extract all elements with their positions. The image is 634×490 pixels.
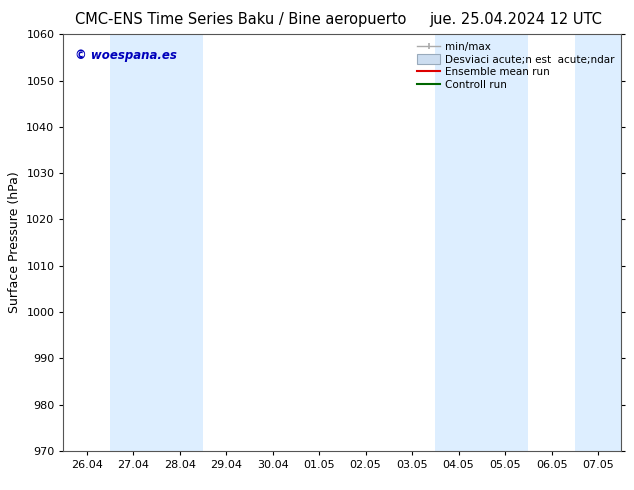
Bar bbox=[110, 34, 203, 451]
Text: © woespana.es: © woespana.es bbox=[75, 49, 176, 62]
Bar bbox=[575, 34, 621, 451]
Text: jue. 25.04.2024 12 UTC: jue. 25.04.2024 12 UTC bbox=[429, 12, 602, 27]
Legend: min/max, Desviaci acute;n est  acute;ndar, Ensemble mean run, Controll run: min/max, Desviaci acute;n est acute;ndar… bbox=[415, 40, 616, 93]
Bar bbox=[436, 34, 528, 451]
Y-axis label: Surface Pressure (hPa): Surface Pressure (hPa) bbox=[8, 172, 21, 314]
Text: CMC-ENS Time Series Baku / Bine aeropuerto: CMC-ENS Time Series Baku / Bine aeropuer… bbox=[75, 12, 406, 27]
